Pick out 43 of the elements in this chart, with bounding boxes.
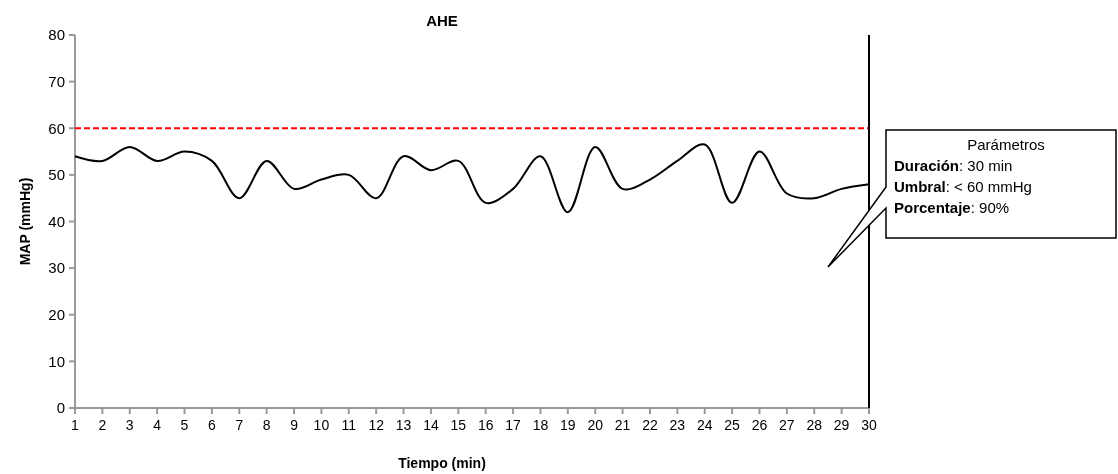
y-tick-label: 50 (48, 166, 65, 184)
text: Parámetros Duración: 30 min Umbral: < 60 mmHg Porcentaje: 90% (894, 136, 1045, 216)
x-tick-label: 25 (724, 417, 741, 433)
x-tick-label: 19 (560, 417, 576, 433)
y-tick-label: 70 (48, 72, 65, 90)
x-tick-label: 14 (423, 417, 439, 433)
y-tick-label: 10 (48, 352, 65, 370)
x-tick-label: 26 (751, 417, 768, 433)
x-tick-label: 17 (505, 417, 522, 433)
x-tick-label: 18 (532, 417, 549, 433)
y-axis-title: MAP (mmHg) (17, 177, 33, 266)
x-tick-label: 13 (395, 417, 412, 433)
x-tick-label: 30 (861, 417, 877, 433)
x-tick-label: 6 (208, 417, 216, 433)
x-tick-label: 28 (806, 417, 823, 433)
y-tick-label: 30 (48, 259, 65, 277)
y-tick-label: 0 (56, 399, 65, 417)
x-tick-label: 2 (98, 417, 107, 433)
x-tick-label: 8 (262, 417, 271, 433)
x-tick-label: 4 (153, 417, 162, 433)
x-tick-label: 16 (477, 417, 494, 433)
x-tick-label: 9 (290, 417, 299, 433)
x-tick-label: 1 (71, 417, 80, 433)
x-tick-label: 27 (779, 417, 795, 433)
x-tick-label: 10 (313, 417, 330, 433)
y-tick-label: 40 (48, 212, 65, 230)
x-tick-label: 21 (614, 417, 631, 433)
x-tick-label: 12 (368, 417, 385, 433)
x-axis-title: Tiempo (min) (398, 455, 486, 471)
y-tick-label: 80 (48, 26, 65, 44)
x-tick-label: 29 (833, 417, 850, 433)
x-tick-label: 5 (180, 417, 189, 433)
x-tick-label: 24 (696, 417, 713, 433)
x-tick-label: 20 (587, 417, 604, 433)
x-tick-label: 23 (669, 417, 686, 433)
x-tick-label: 22 (642, 417, 658, 433)
x-tick-label: 7 (235, 417, 244, 433)
x-tick-label: 3 (125, 417, 134, 433)
chart-title: AHE (426, 12, 458, 29)
x-tick-label: 15 (450, 417, 467, 433)
x-tick-label: 11 (341, 417, 357, 433)
y-tick-label: 20 (48, 306, 65, 323)
y-tick-label: 60 (48, 119, 65, 137)
